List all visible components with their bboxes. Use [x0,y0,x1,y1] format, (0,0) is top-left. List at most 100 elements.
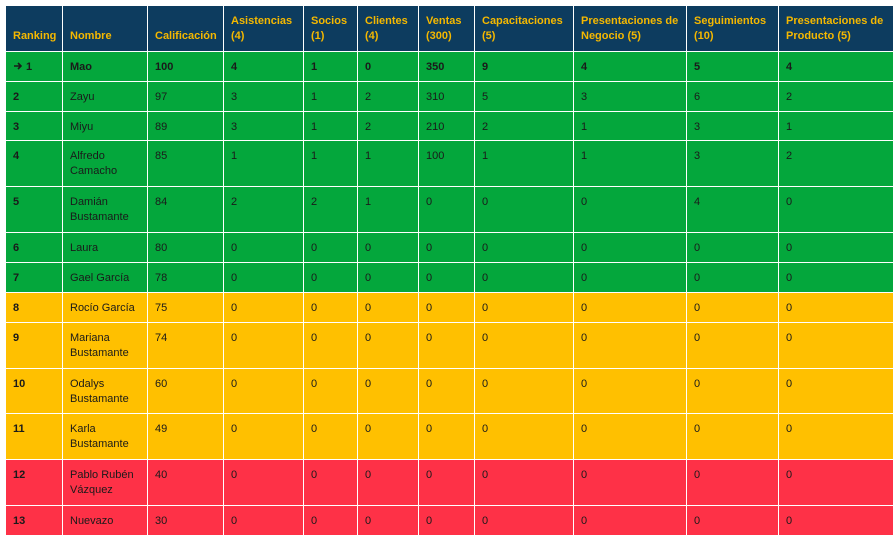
cell-text: 0 [482,332,489,344]
cell-text: 89 [155,121,168,133]
value-cell: 0 [573,262,687,293]
value-cell: 0 [223,459,304,506]
column-header: Socios (1) [303,5,358,52]
name-cell: Rocío García [62,292,148,323]
cell-text: 1 [365,196,372,208]
value-cell: 3 [223,81,304,112]
value-cell: 0 [686,292,779,323]
cell-text: 0 [786,302,793,314]
cell-text: 1 [786,121,793,133]
cell-text: 0 [311,242,318,254]
value-cell: 4 [686,186,779,233]
cell-text: Mao [70,61,92,73]
value-cell: 0 [223,368,304,414]
cell-text: 2 [365,121,372,133]
value-cell: 0 [778,322,894,369]
value-cell: 0 [223,232,304,263]
value-cell: 0 [573,413,687,460]
value-cell: 49 [147,413,224,460]
value-cell: 0 [474,262,574,293]
rank-cell: 9 [5,322,63,369]
cell-text: 350 [426,61,445,73]
value-cell: 0 [223,505,304,536]
ranking-table: Ranking Nombre Calificación Asistencias (4)… [5,5,894,536]
value-cell: 0 [223,413,304,460]
value-cell: 100 [147,51,224,82]
value-cell: 78 [147,262,224,293]
value-cell: 0 [686,413,779,460]
value-cell: 3 [686,140,779,187]
table-row: 9 Mariana Bustamante 74 0 0 0 0 0 0 0 0 [5,322,894,369]
value-cell: 0 [223,292,304,323]
value-cell: 0 [778,292,894,323]
cell-text: 30 [155,515,168,527]
value-cell: 0 [573,292,687,323]
value-cell: 0 [686,322,779,369]
rank-cell: 3 [5,111,63,141]
cell-text: Zayu [70,91,95,103]
value-cell: 2 [778,140,894,187]
cell-text: 2 [786,91,793,103]
cell-text: 0 [581,515,588,527]
cell-text: 0 [365,61,372,73]
cell-text: 11 [13,423,25,435]
cell-text: 4 [231,61,238,73]
cell-text: 7 [13,272,20,284]
cell-text: 0 [426,469,433,481]
value-cell: 0 [357,51,419,82]
value-cell: 0 [357,459,419,506]
cell-text: 0 [426,272,433,284]
value-cell: 0 [357,232,419,263]
value-cell: 75 [147,292,224,323]
cell-text: 0 [694,272,701,284]
value-cell: 1 [573,140,687,187]
value-cell: 0 [303,262,358,293]
cell-text: Rocío García [70,302,135,314]
column-header: Presentaciones de Producto (5) [778,5,894,52]
value-cell: 0 [474,368,574,414]
value-cell: 210 [418,111,475,141]
cell-text: 0 [482,302,489,314]
value-cell: 0 [418,186,475,233]
rank-cell: 6 [5,232,63,263]
cell-text: 5 [482,91,489,103]
value-cell: 0 [303,413,358,460]
value-cell: 0 [303,232,358,263]
cell-text: 0 [482,196,489,208]
cell-text: 2 [482,121,489,133]
cell-text: 4 [581,61,588,73]
value-cell: 0 [686,505,779,536]
cell-text: 0 [786,469,793,481]
value-cell: 40 [147,459,224,506]
table-row: 5 Damián Bustamante 84 2 2 1 0 0 0 4 0 [5,186,894,233]
cell-text: 0 [231,272,238,284]
table-row: 1 Mao 100 4 1 0 350 9 4 5 4 [5,51,894,82]
cell-text: 97 [155,91,168,103]
value-cell: 3 [573,81,687,112]
value-cell: 0 [418,232,475,263]
value-cell: 0 [573,459,687,506]
value-cell: 1 [223,140,304,187]
value-cell: 2 [357,81,419,112]
cell-text: 0 [694,302,701,314]
rank-cell: 5 [5,186,63,233]
cell-text: 1 [482,150,489,162]
value-cell: 350 [418,51,475,82]
cell-text: 13 [13,515,26,527]
cell-text: 2 [365,91,372,103]
cell-text: 0 [786,378,793,390]
value-cell: 0 [778,262,894,293]
value-cell: 85 [147,140,224,187]
cell-text: 1 [365,150,372,162]
cell-text: 0 [231,423,238,435]
value-cell: 0 [474,505,574,536]
value-cell: 1 [303,51,358,82]
value-cell: 30 [147,505,224,536]
cell-text: 3 [694,150,701,162]
cell-text: 0 [311,378,318,390]
value-cell: 0 [303,322,358,369]
cell-text: 0 [581,196,588,208]
cell-text: 0 [581,423,588,435]
cell-text: 1 [311,150,318,162]
